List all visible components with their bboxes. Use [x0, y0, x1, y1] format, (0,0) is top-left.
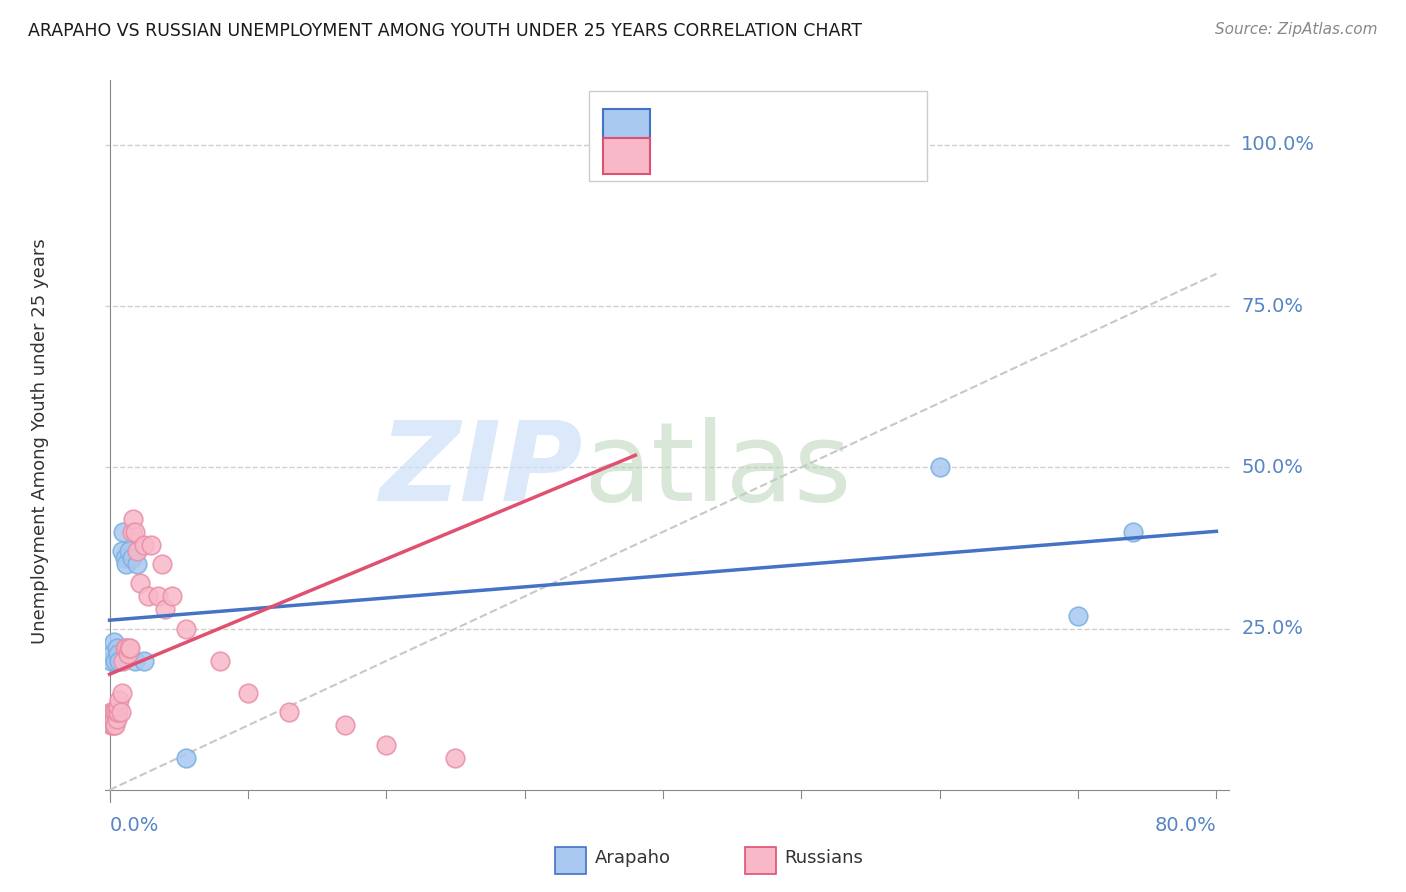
- Text: R = 0.450: R = 0.450: [665, 118, 772, 136]
- Point: [100, 712, 122, 726]
- Text: 80.0%: 80.0%: [1154, 815, 1216, 835]
- Point: [105, 706, 128, 720]
- Point: [209, 654, 232, 668]
- Point: [333, 718, 356, 732]
- Point: [120, 640, 142, 655]
- FancyBboxPatch shape: [603, 109, 650, 145]
- Point: [174, 622, 197, 636]
- Point: [375, 738, 398, 752]
- Point: [104, 718, 127, 732]
- Point: [103, 718, 125, 732]
- Text: ZIP: ZIP: [380, 417, 583, 524]
- Point: [103, 634, 125, 648]
- Point: [444, 750, 467, 764]
- Point: [129, 576, 152, 591]
- Point: [103, 706, 125, 720]
- Point: [1122, 524, 1144, 539]
- Point: [153, 602, 176, 616]
- Text: N = 44: N = 44: [808, 146, 882, 166]
- Point: [108, 654, 131, 668]
- Point: [124, 524, 146, 539]
- Point: [108, 692, 131, 706]
- Point: [111, 686, 134, 700]
- Point: [107, 706, 129, 720]
- Point: [146, 590, 169, 604]
- Point: [118, 544, 141, 558]
- Point: [101, 712, 124, 726]
- Point: [104, 654, 127, 668]
- Text: N = 20: N = 20: [808, 118, 882, 136]
- Point: [101, 718, 124, 732]
- Text: 50.0%: 50.0%: [1241, 458, 1303, 477]
- Point: [117, 648, 139, 662]
- Text: 100.0%: 100.0%: [1241, 136, 1316, 154]
- Point: [127, 557, 149, 571]
- Text: R = 0.689: R = 0.689: [665, 146, 772, 166]
- Point: [160, 590, 183, 604]
- Point: [103, 712, 125, 726]
- Point: [928, 460, 950, 475]
- Text: 25.0%: 25.0%: [1241, 619, 1303, 638]
- Point: [150, 557, 173, 571]
- Point: [278, 706, 301, 720]
- Point: [124, 654, 146, 668]
- Point: [105, 640, 128, 655]
- Text: Russians: Russians: [785, 849, 863, 867]
- Point: [139, 538, 162, 552]
- Point: [115, 557, 138, 571]
- Point: [1067, 608, 1090, 623]
- Point: [174, 750, 197, 764]
- FancyBboxPatch shape: [589, 91, 927, 181]
- Point: [121, 524, 143, 539]
- Point: [115, 640, 138, 655]
- Text: 75.0%: 75.0%: [1241, 296, 1303, 316]
- Text: Unemployment Among Youth under 25 years: Unemployment Among Youth under 25 years: [31, 239, 49, 644]
- Point: [104, 706, 127, 720]
- Point: [138, 590, 160, 604]
- Text: Arapaho: Arapaho: [595, 849, 671, 867]
- Point: [112, 524, 135, 539]
- Point: [111, 544, 134, 558]
- Point: [114, 550, 136, 565]
- Point: [100, 654, 122, 668]
- Text: Source: ZipAtlas.com: Source: ZipAtlas.com: [1215, 22, 1378, 37]
- Point: [122, 512, 145, 526]
- Point: [107, 699, 129, 714]
- Point: [101, 648, 124, 662]
- Point: [100, 706, 122, 720]
- Point: [105, 712, 128, 726]
- Text: 0.0%: 0.0%: [110, 815, 159, 835]
- Point: [127, 544, 149, 558]
- Point: [134, 654, 156, 668]
- Point: [100, 718, 122, 732]
- Point: [610, 137, 633, 152]
- Point: [112, 654, 135, 668]
- Point: [110, 706, 132, 720]
- Point: [114, 640, 136, 655]
- Point: [236, 686, 259, 700]
- Point: [118, 640, 141, 655]
- Text: atlas: atlas: [583, 417, 852, 524]
- Text: ARAPAHO VS RUSSIAN UNEMPLOYMENT AMONG YOUTH UNDER 25 YEARS CORRELATION CHART: ARAPAHO VS RUSSIAN UNEMPLOYMENT AMONG YO…: [28, 22, 862, 40]
- Point: [107, 648, 129, 662]
- Point: [101, 706, 124, 720]
- Point: [134, 538, 156, 552]
- Point: [121, 550, 143, 565]
- FancyBboxPatch shape: [603, 138, 650, 174]
